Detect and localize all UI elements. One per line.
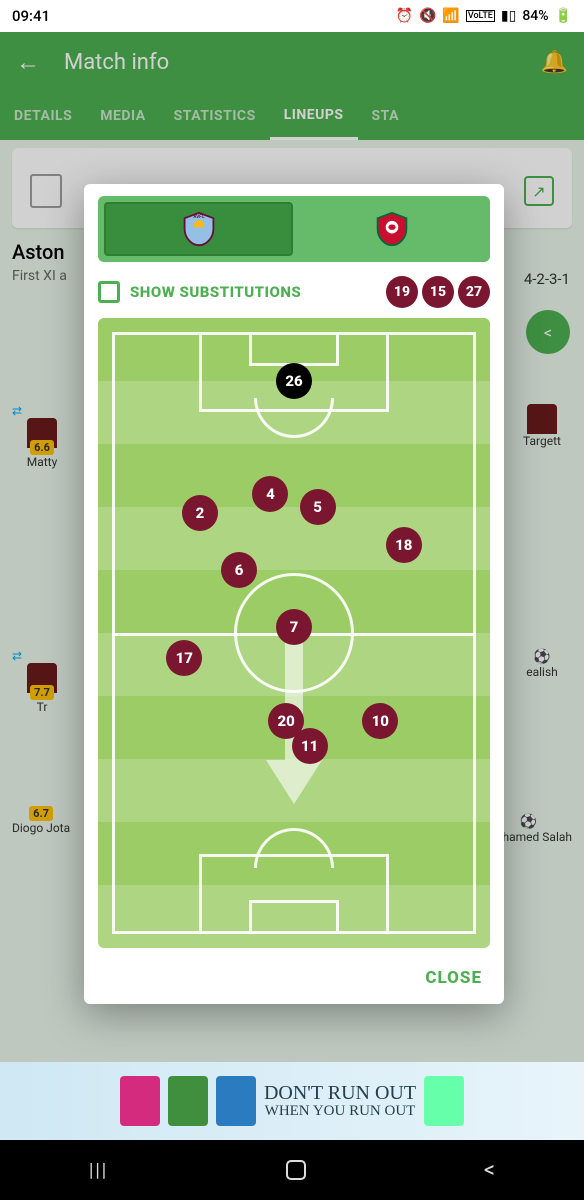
- ad-headline: DON'T RUN OUT: [264, 1083, 416, 1104]
- status-bar: 09:41 ⏰ 🔇 📶 VoLTE ▮▯ 84% 🔋: [0, 0, 584, 32]
- pitch-player-bubble[interactable]: 2: [182, 495, 218, 531]
- volte-icon: VoLTE: [466, 10, 495, 22]
- close-button[interactable]: CLOSE: [417, 962, 490, 994]
- pitch-player-bubble[interactable]: 26: [276, 363, 312, 399]
- mute-icon: 🔇: [419, 8, 436, 24]
- pitch-player-bubble[interactable]: 10: [362, 703, 398, 739]
- pitch-player-bubble[interactable]: 18: [386, 527, 422, 563]
- substitutions-row: SHOW SUBSTITUTIONS 19 15 27: [98, 276, 490, 308]
- team-a-crest-icon: AVFC: [181, 211, 217, 247]
- battery-icon: 🔋: [555, 8, 572, 24]
- show-subs-label: SHOW SUBSTITUTIONS: [130, 283, 376, 301]
- ad-product-icon: [120, 1076, 160, 1126]
- team-b-button[interactable]: [299, 202, 484, 256]
- pitch-player-bubble[interactable]: 7: [276, 609, 312, 645]
- battery-text: 84%: [522, 8, 548, 24]
- wifi-icon: 📶: [442, 8, 459, 24]
- nav-recents-icon[interactable]: |||: [89, 1160, 108, 1181]
- pitch-player-bubble[interactable]: 11: [292, 728, 328, 764]
- ad-subline: WHEN YOU RUN OUT: [264, 1104, 416, 1120]
- team-selector: AVFC: [98, 196, 490, 262]
- sub-bubble[interactable]: 19: [386, 276, 418, 308]
- sub-numbers: 19 15 27: [386, 276, 490, 308]
- android-navbar: ||| <: [0, 1140, 584, 1200]
- alarm-icon: ⏰: [396, 8, 413, 24]
- sub-bubble[interactable]: 15: [422, 276, 454, 308]
- nav-home-icon[interactable]: [286, 1160, 306, 1180]
- team-a-button[interactable]: AVFC: [104, 202, 293, 256]
- pitch-diagram: 26245186717201110: [98, 318, 490, 948]
- team-b-crest-icon: [374, 211, 410, 247]
- ad-banner[interactable]: DON'T RUN OUT WHEN YOU RUN OUT: [0, 1062, 584, 1140]
- status-icons: ⏰ 🔇 📶 VoLTE ▮▯ 84% 🔋: [396, 8, 572, 24]
- pitch-player-bubble[interactable]: 17: [166, 640, 202, 676]
- nav-back-icon[interactable]: <: [484, 1158, 495, 1183]
- show-subs-checkbox[interactable]: [98, 281, 120, 303]
- pitch-player-bubble[interactable]: 5: [300, 489, 336, 525]
- svg-text:AVFC: AVFC: [193, 214, 204, 220]
- ad-product-icon: [424, 1076, 464, 1126]
- pitch-player-bubble[interactable]: 6: [221, 552, 257, 588]
- sub-bubble[interactable]: 27: [458, 276, 490, 308]
- formation-dialog: AVFC SHOW SUBSTITUTIONS 19 15 27: [84, 184, 504, 1004]
- ad-product-icon: [216, 1076, 256, 1126]
- status-time: 09:41: [12, 7, 50, 25]
- signal-icon: ▮▯: [501, 8, 516, 24]
- pitch-player-bubble[interactable]: 4: [252, 476, 288, 512]
- ad-product-icon: [168, 1076, 208, 1126]
